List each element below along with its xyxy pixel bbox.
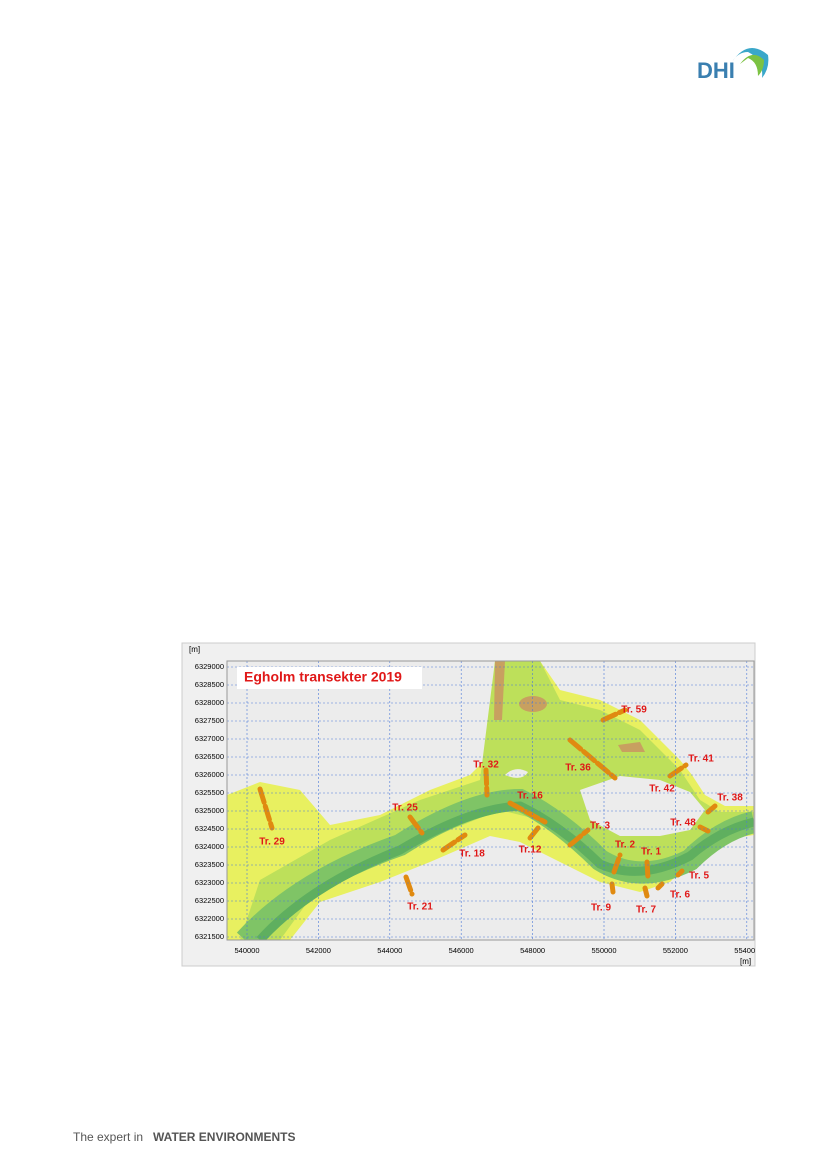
transect-label: Tr. 38 — [717, 793, 743, 804]
x-unit: [m] — [740, 957, 751, 966]
transect-label: Tr. 25 — [392, 803, 418, 814]
title-box — [237, 667, 422, 689]
y-tick-label: 6321500 — [195, 932, 224, 941]
y-tick-label: 6324500 — [195, 824, 224, 833]
transect-label: Tr. 5 — [689, 871, 709, 882]
y-tick-label: 6326000 — [195, 770, 224, 779]
y-tick-label: 6323000 — [195, 878, 224, 887]
y-tick-label: 6328000 — [195, 698, 224, 707]
transect-label: Tr. 18 — [459, 849, 485, 860]
x-tick-label: 548000 — [520, 946, 545, 955]
transect-label: Tr. 29 — [259, 837, 285, 848]
transect-label: Tr. 7 — [636, 905, 656, 916]
x-tick-label: 550000 — [591, 946, 616, 955]
transect-label: Tr. 59 — [621, 705, 647, 716]
y-tick-label: 6324000 — [195, 842, 224, 851]
transect-label: Tr. 48 — [670, 818, 696, 829]
transect-label: Tr. 21 — [407, 902, 433, 913]
y-tick-label: 6329000 — [195, 662, 224, 671]
transect-label: Tr.12 — [519, 845, 542, 856]
transect-label: Tr. 3 — [590, 821, 610, 832]
y-unit: [m] — [189, 645, 200, 654]
transect-label: Tr. 36 — [565, 763, 591, 774]
x-tick-label: 554000 — [734, 946, 759, 955]
footer-emphasis: WATER ENVIRONMENTS — [153, 1130, 295, 1144]
transect-label: Tr. 6 — [670, 890, 690, 901]
x-tick-label: 546000 — [449, 946, 474, 955]
transect-label: Tr. 2 — [615, 840, 635, 851]
transect-label: Tr. 9 — [591, 903, 611, 914]
y-tick-label: 6327000 — [195, 734, 224, 743]
y-tick-label: 6323500 — [195, 860, 224, 869]
map: Tr. 59 Tr. 36 Tr. 41 Tr. 42 Tr. 38 Tr. 32 Tr. … — [227, 661, 754, 940]
transect-label: Tr. 1 — [641, 847, 661, 858]
y-tick-label: 6328500 — [195, 680, 224, 689]
logo: DHI — [697, 47, 769, 83]
y-tick-label: 6326500 — [195, 752, 224, 761]
x-tick-label: 552000 — [663, 946, 688, 955]
logo-text: DHI — [697, 58, 735, 83]
x-tick-label: 544000 — [377, 946, 402, 955]
y-tick-label: 6325500 — [195, 788, 224, 797]
y-tick-label: 6327500 — [195, 716, 224, 725]
transect-label: Tr. 42 — [649, 784, 675, 795]
transect-label: Tr. 41 — [688, 754, 714, 765]
plot-frame — [226, 660, 755, 941]
figure-title: Egholm transekter 2019 — [244, 669, 402, 685]
transect-lines — [257, 707, 718, 899]
y-tick-label: 6322000 — [195, 914, 224, 923]
footer-lead: The expert in — [73, 1130, 143, 1144]
transect-label: Tr. 32 — [473, 760, 499, 771]
x-tick-label: 542000 — [306, 946, 331, 955]
transect-label: Tr. 16 — [517, 791, 543, 802]
x-tick-label: 540000 — [234, 946, 259, 955]
y-tick-label: 6325000 — [195, 806, 224, 815]
y-tick-label: 6322500 — [195, 896, 224, 905]
